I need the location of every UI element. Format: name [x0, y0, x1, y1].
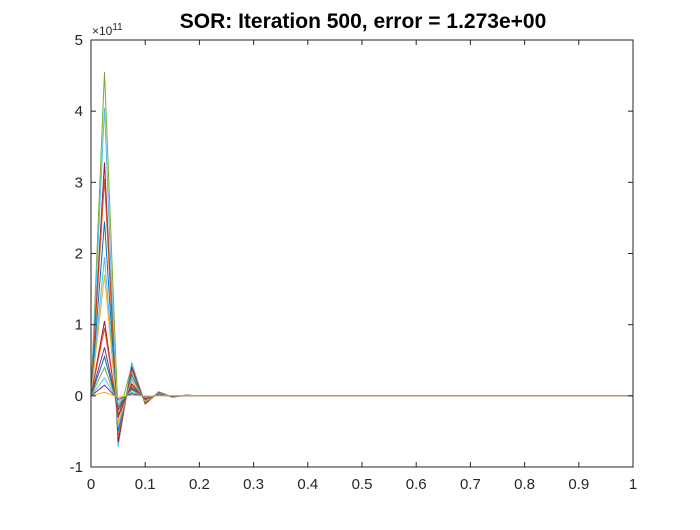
y-tick-label: 4: [75, 103, 83, 120]
y-tick-label: 5: [75, 32, 83, 49]
plot-lines: [90, 71, 633, 448]
x-tick-label: 1: [629, 476, 637, 493]
series-line-7: [90, 274, 633, 424]
x-tick-label: 0.3: [243, 476, 264, 493]
y-tick-label: 1: [75, 317, 83, 334]
series-line-3: [90, 162, 633, 443]
x-tick-label: 0.8: [514, 476, 535, 493]
x-tick-label: 0.4: [297, 476, 318, 493]
y-tick-label: 3: [75, 174, 83, 191]
series-line-13: [90, 377, 633, 403]
x-tick-label: 0.9: [568, 476, 589, 493]
series-line-10: [90, 347, 633, 412]
exponent-power: 11: [112, 22, 123, 33]
exponent-base: ×10: [92, 24, 113, 38]
y-tick-label: 0: [75, 388, 83, 405]
x-tick-label: 0.2: [189, 476, 210, 493]
series-line-12: [90, 366, 633, 406]
y-axis-exponent: ×1011: [92, 22, 123, 38]
x-tick-label: 0.7: [460, 476, 481, 493]
x-tick-label: 0.6: [406, 476, 427, 493]
series-line-4: [90, 178, 633, 438]
y-tick-label: 2: [75, 246, 83, 263]
series-line-11: [90, 354, 633, 409]
series-line-1: [90, 71, 633, 418]
series-line-8: [90, 321, 633, 420]
chart-title: SOR: Iteration 500, error = 1.273e+00: [180, 10, 547, 33]
series-line-9: [90, 328, 633, 416]
series-line-5: [90, 221, 633, 432]
x-tick-label: 0.1: [135, 476, 156, 493]
x-tick-label: 0.5: [352, 476, 373, 493]
series-line-15: [90, 391, 633, 398]
y-tick-label: -1: [70, 459, 83, 476]
series-line-6: [90, 257, 633, 428]
axes-box: [90, 39, 634, 468]
x-tick-label: 0: [87, 476, 95, 493]
